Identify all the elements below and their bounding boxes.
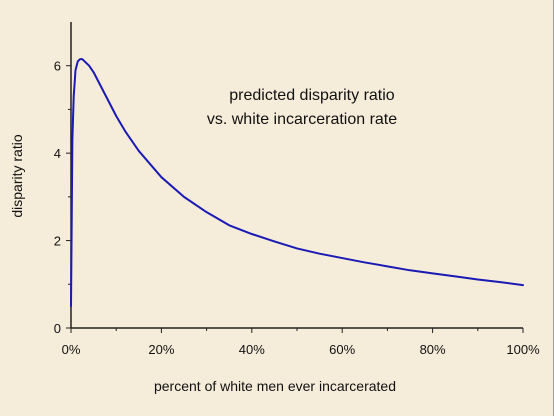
x-tick-label: 100% <box>506 342 540 357</box>
tick-labels: 0% 20% 40% 60% 80% 100% 0 2 4 6 <box>54 59 540 357</box>
y-tick-label: 4 <box>54 146 61 161</box>
x-tick-label: 40% <box>239 342 265 357</box>
x-tick-label: 80% <box>420 342 446 357</box>
x-tick-label: 60% <box>329 342 355 357</box>
series-line-0 <box>70 58 524 308</box>
y-axis-title: disparity ratio <box>9 134 25 217</box>
y-tick-label: 6 <box>54 59 61 74</box>
series-layer <box>70 58 524 308</box>
chart-annotation-line-2: vs. white incarceration rate <box>207 111 397 128</box>
y-tick-label: 0 <box>54 321 61 336</box>
tick-marks <box>66 65 524 333</box>
x-tick-label: 20% <box>148 342 174 357</box>
axes <box>70 22 523 329</box>
x-tick-label: 0% <box>62 342 81 357</box>
chart-annotation-line-1: predicted disparity ratio <box>229 87 395 104</box>
x-axis-title: percent of white men ever incarcerated <box>154 378 396 394</box>
y-tick-label: 2 <box>54 234 61 249</box>
